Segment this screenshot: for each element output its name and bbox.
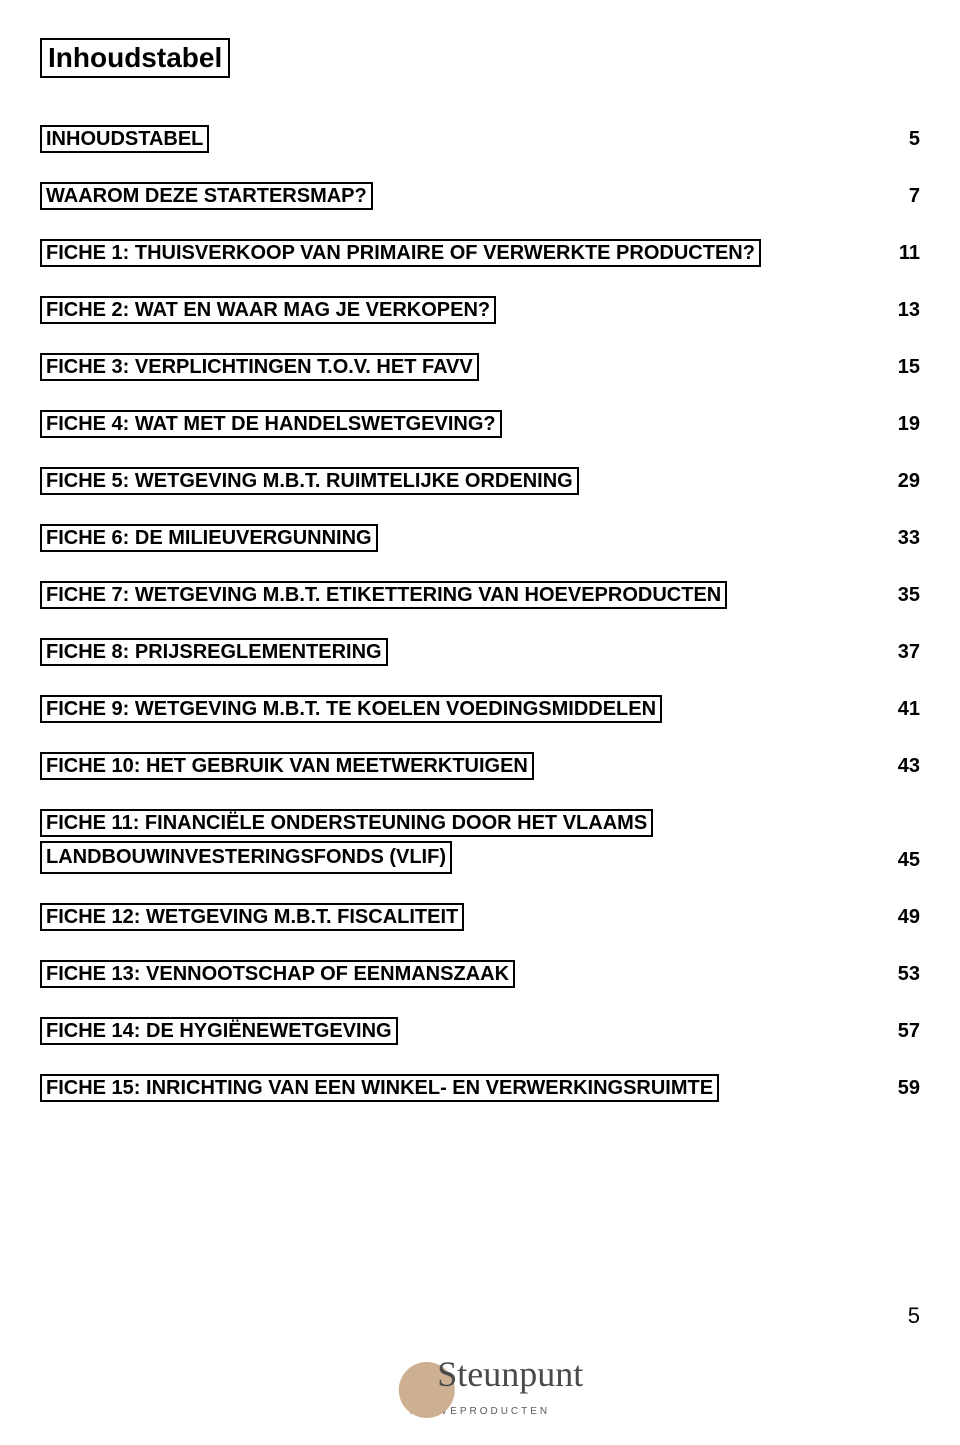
toc-left: FICHE 8: PRIJSREGLEMENTERING: [40, 639, 868, 666]
toc-row[interactable]: FICHE 10: HET GEBRUIK VAN MEETWERKTUIGEN…: [40, 753, 920, 780]
page-title: Inhoudstabel: [40, 38, 230, 78]
toc-page-number: 35: [888, 582, 920, 609]
toc-page-number: 59: [888, 1075, 920, 1102]
toc-label: FICHE 7: WETGEVING M.B.T. ETIKETTERING V…: [40, 581, 727, 609]
toc-row[interactable]: FICHE 7: WETGEVING M.B.T. ETIKETTERING V…: [40, 582, 920, 609]
page-number: 5: [908, 1303, 920, 1329]
toc-label: FICHE 15: INRICHTING VAN EEN WINKEL- EN …: [40, 1074, 719, 1102]
toc-label: FICHE 13: VENNOOTSCHAP OF EENMANSZAAK: [40, 960, 515, 988]
toc-label: FICHE 2: WAT EN WAAR MAG JE VERKOPEN?: [40, 296, 496, 324]
toc-left: FICHE 4: WAT MET DE HANDELSWETGEVING?: [40, 411, 868, 438]
toc-page-number: 45: [888, 847, 920, 874]
toc-row[interactable]: FICHE 11: FINANCIËLE ONDERSTEUNING DOOR …: [40, 810, 920, 874]
toc-row[interactable]: FICHE 14: DE HYGIËNEWETGEVING 57: [40, 1018, 920, 1045]
toc-row[interactable]: FICHE 4: WAT MET DE HANDELSWETGEVING? 19: [40, 411, 920, 438]
toc-row[interactable]: FICHE 5: WETGEVING M.B.T. RUIMTELIJKE OR…: [40, 468, 920, 495]
toc-left: FICHE 3: VERPLICHTINGEN T.O.V. HET FAVV: [40, 354, 868, 381]
toc-page-number: 13: [888, 297, 920, 324]
toc-left: FICHE 15: INRICHTING VAN EEN WINKEL- EN …: [40, 1075, 868, 1102]
toc-row[interactable]: FICHE 3: VERPLICHTINGEN T.O.V. HET FAVV 1…: [40, 354, 920, 381]
toc-row[interactable]: WAAROM DEZE STARTERSMAP? 7: [40, 183, 920, 210]
toc-left: WAAROM DEZE STARTERSMAP?: [40, 183, 868, 210]
toc-row[interactable]: FICHE 1: THUISVERKOOP VAN PRIMAIRE OF VE…: [40, 240, 920, 267]
toc-left: FICHE 12: WETGEVING M.B.T. FISCALITEIT: [40, 904, 868, 931]
toc-page-number: 43: [888, 753, 920, 780]
toc-left: FICHE 14: DE HYGIËNEWETGEVING: [40, 1018, 868, 1045]
toc-label: FICHE 1: THUISVERKOOP VAN PRIMAIRE OF VE…: [40, 239, 761, 267]
toc-label: FICHE 6: DE MILIEUVERGUNNING: [40, 524, 378, 552]
toc-row[interactable]: FICHE 9: WETGEVING M.B.T. TE KOELEN VOED…: [40, 696, 920, 723]
toc-page-number: 29: [888, 468, 920, 495]
toc-row[interactable]: FICHE 12: WETGEVING M.B.T. FISCALITEIT 49: [40, 904, 920, 931]
toc-label: WAAROM DEZE STARTERSMAP?: [40, 182, 373, 210]
toc-left: FICHE 2: WAT EN WAAR MAG JE VERKOPEN?: [40, 297, 868, 324]
toc-label: FICHE 5: WETGEVING M.B.T. RUIMTELIJKE OR…: [40, 467, 579, 495]
toc-page-number: 37: [888, 639, 920, 666]
toc-label: FICHE 14: DE HYGIËNEWETGEVING: [40, 1017, 398, 1045]
toc-row[interactable]: INHOUDSTABEL 5: [40, 126, 920, 153]
toc-row[interactable]: FICHE 2: WAT EN WAAR MAG JE VERKOPEN? 13: [40, 297, 920, 324]
logo: Steunpunt HOEVEPRODUCTEN: [377, 1353, 583, 1417]
toc-left: FICHE 11: FINANCIËLE ONDERSTEUNING DOOR …: [40, 810, 868, 874]
toc-left: FICHE 7: WETGEVING M.B.T. ETIKETTERING V…: [40, 582, 868, 609]
toc-page-number: 7: [888, 183, 920, 210]
toc-left: FICHE 10: HET GEBRUIK VAN MEETWERKTUIGEN: [40, 753, 868, 780]
toc-left: INHOUDSTABEL: [40, 126, 868, 153]
toc-page-number: 15: [888, 354, 920, 381]
toc-label: FICHE 11: FINANCIËLE ONDERSTEUNING DOOR …: [40, 809, 653, 837]
toc-row[interactable]: FICHE 6: DE MILIEUVERGUNNING 33: [40, 525, 920, 552]
toc-label: FICHE 4: WAT MET DE HANDELSWETGEVING?: [40, 410, 502, 438]
toc-page-number: 11: [888, 240, 920, 267]
toc-left: FICHE 5: WETGEVING M.B.T. RUIMTELIJKE OR…: [40, 468, 868, 495]
toc-row[interactable]: FICHE 8: PRIJSREGLEMENTERING 37: [40, 639, 920, 666]
toc-page-number: 41: [888, 696, 920, 723]
toc-page-number: 5: [888, 126, 920, 153]
toc-row[interactable]: FICHE 13: VENNOOTSCHAP OF EENMANSZAAK 53: [40, 961, 920, 988]
toc-label: FICHE 3: VERPLICHTINGEN T.O.V. HET FAVV: [40, 353, 479, 381]
toc-page-number: 33: [888, 525, 920, 552]
toc-page-number: 19: [888, 411, 920, 438]
toc-label: FICHE 12: WETGEVING M.B.T. FISCALITEIT: [40, 903, 464, 931]
toc-page-number: 53: [888, 961, 920, 988]
toc-row[interactable]: FICHE 15: INRICHTING VAN EEN WINKEL- EN …: [40, 1075, 920, 1102]
toc-left: FICHE 1: THUISVERKOOP VAN PRIMAIRE OF VE…: [40, 240, 868, 267]
logo-script: Steunpunt: [437, 1354, 583, 1394]
toc-left: FICHE 9: WETGEVING M.B.T. TE KOELEN VOED…: [40, 696, 868, 723]
toc-label: FICHE 8: PRIJSREGLEMENTERING: [40, 638, 388, 666]
toc-label: FICHE 10: HET GEBRUIK VAN MEETWERKTUIGEN: [40, 752, 534, 780]
toc-left: FICHE 6: DE MILIEUVERGUNNING: [40, 525, 868, 552]
toc-page-number: 49: [888, 904, 920, 931]
table-of-contents: INHOUDSTABEL 5 WAAROM DEZE STARTERSMAP? 7 FI…: [40, 126, 920, 1102]
toc-page-number: 57: [888, 1018, 920, 1045]
toc-left: FICHE 13: VENNOOTSCHAP OF EENMANSZAAK: [40, 961, 868, 988]
toc-label: FICHE 9: WETGEVING M.B.T. TE KOELEN VOED…: [40, 695, 662, 723]
toc-label: INHOUDSTABEL: [40, 125, 209, 153]
toc-label-line2: LANDBOUWINVESTERINGSFONDS (VLIF): [40, 841, 452, 874]
